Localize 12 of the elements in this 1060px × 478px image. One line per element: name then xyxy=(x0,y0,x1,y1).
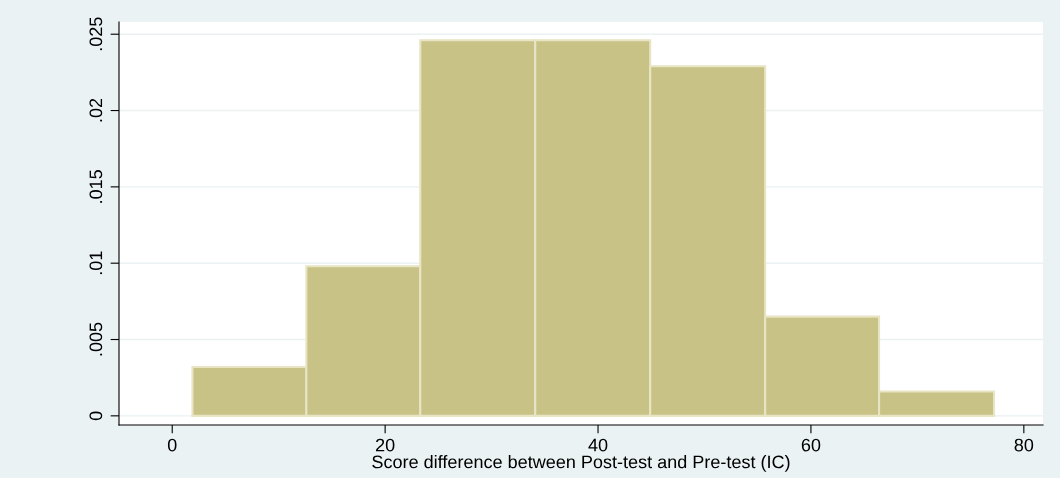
x-tick-label: 80 xyxy=(1014,438,1034,452)
y-tick-label: .015 xyxy=(89,170,103,203)
y-tick-label: .025 xyxy=(89,17,103,51)
x-tick-label: 0 xyxy=(167,438,177,452)
x-tick-label: 60 xyxy=(801,438,821,452)
x-tick-label: 40 xyxy=(588,438,608,452)
y-tick-label: 0 xyxy=(89,411,103,421)
x-tick-label: 20 xyxy=(376,438,395,452)
y-tick-label: .005 xyxy=(89,322,103,356)
y-tick-label: .01 xyxy=(89,251,103,275)
y-tick-label: .02 xyxy=(89,98,103,122)
x-axis-title: Score difference between Post-test and Pre-test (IC) xyxy=(372,455,790,472)
